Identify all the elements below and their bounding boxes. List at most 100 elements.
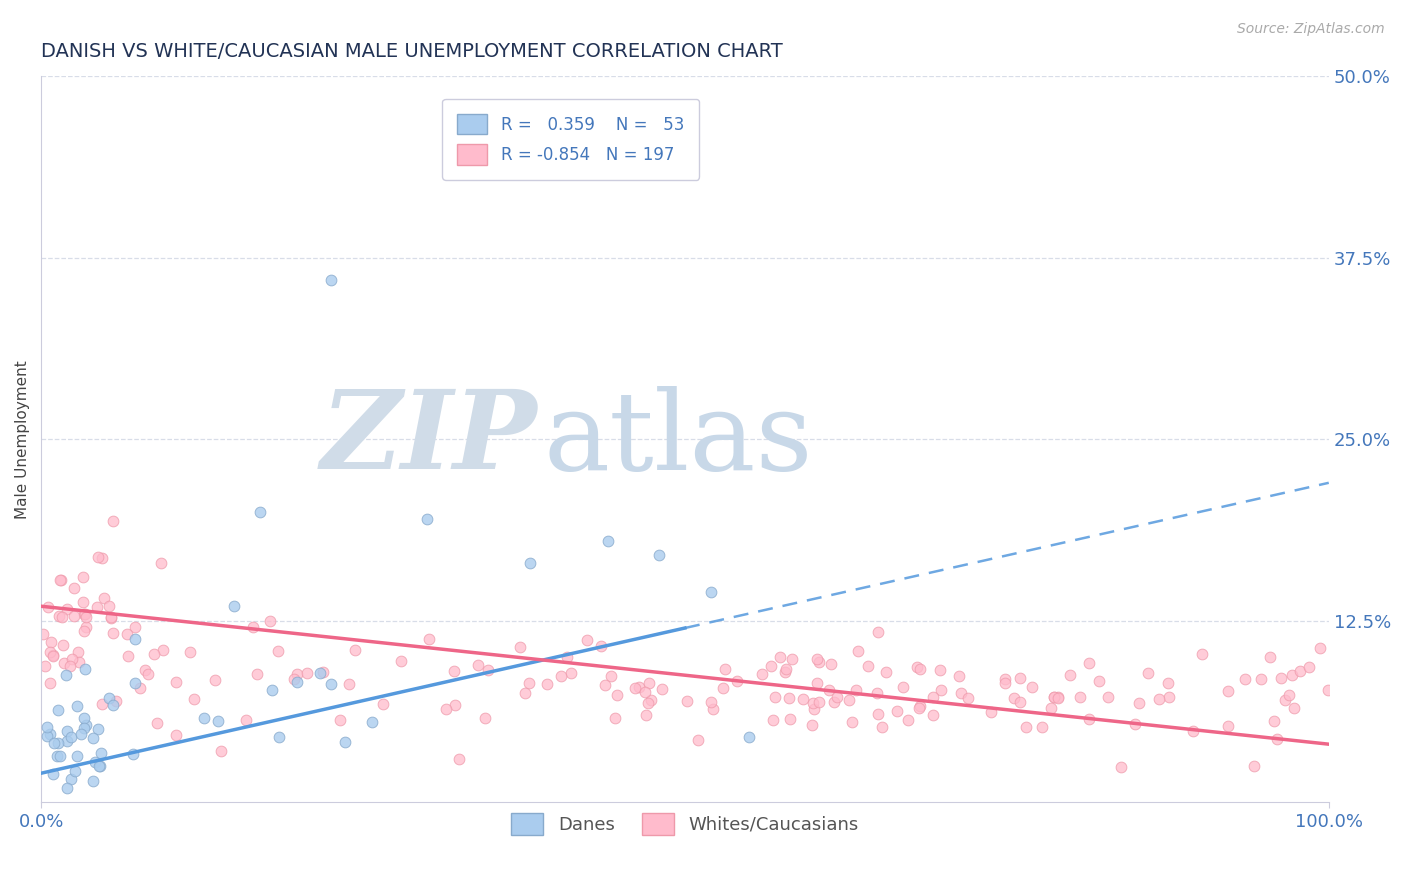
Point bbox=[46, 703, 69, 717]
Point bbox=[1015, 720, 1038, 734]
Point bbox=[62, 582, 84, 596]
Point bbox=[769, 650, 792, 665]
Point bbox=[1077, 712, 1099, 726]
Y-axis label: Male Unemployment: Male Unemployment bbox=[15, 359, 30, 518]
Point bbox=[37, 600, 59, 615]
Point bbox=[82, 774, 104, 789]
Point bbox=[1243, 758, 1265, 772]
Point bbox=[35, 720, 58, 734]
Legend: Danes, Whites/Caucasians: Danes, Whites/Caucasians bbox=[502, 804, 868, 844]
Point bbox=[1298, 660, 1320, 674]
Point bbox=[42, 649, 65, 664]
Point bbox=[67, 655, 90, 669]
Point bbox=[477, 663, 499, 677]
Point bbox=[910, 662, 932, 676]
Point bbox=[63, 608, 86, 623]
Point bbox=[55, 780, 77, 795]
Point bbox=[59, 730, 82, 744]
Point bbox=[801, 696, 824, 710]
Point bbox=[1128, 696, 1150, 710]
Point bbox=[124, 632, 146, 646]
Point bbox=[246, 667, 269, 681]
Point bbox=[606, 688, 628, 702]
Point bbox=[1157, 676, 1180, 690]
Text: Source: ZipAtlas.com: Source: ZipAtlas.com bbox=[1237, 22, 1385, 37]
Point bbox=[262, 682, 284, 697]
Point bbox=[1250, 672, 1272, 686]
Point bbox=[1010, 671, 1032, 685]
Point bbox=[83, 755, 105, 769]
Point bbox=[1216, 684, 1239, 698]
Point bbox=[1087, 674, 1109, 689]
Point bbox=[97, 691, 120, 706]
Point bbox=[929, 664, 952, 678]
Point bbox=[259, 614, 281, 628]
Point bbox=[224, 599, 246, 614]
Point bbox=[42, 766, 65, 780]
Point bbox=[856, 659, 879, 673]
Point bbox=[700, 695, 723, 709]
Point bbox=[48, 609, 70, 624]
Point bbox=[1002, 690, 1025, 705]
Point bbox=[145, 716, 167, 731]
Point bbox=[283, 672, 305, 686]
Point bbox=[75, 607, 97, 621]
Point bbox=[1147, 692, 1170, 706]
Point bbox=[980, 705, 1002, 719]
Point bbox=[90, 746, 112, 760]
Point bbox=[34, 659, 56, 673]
Point bbox=[1059, 668, 1081, 682]
Point bbox=[1277, 688, 1299, 702]
Point bbox=[329, 713, 352, 727]
Point bbox=[449, 752, 471, 766]
Point bbox=[775, 662, 797, 676]
Point bbox=[713, 681, 735, 695]
Point bbox=[49, 748, 72, 763]
Point bbox=[207, 714, 229, 728]
Point bbox=[1267, 731, 1289, 746]
Point bbox=[55, 723, 77, 738]
Point bbox=[600, 669, 623, 683]
Point bbox=[93, 591, 115, 606]
Point bbox=[633, 685, 655, 699]
Point bbox=[714, 662, 737, 676]
Point bbox=[994, 672, 1017, 686]
Point bbox=[922, 690, 945, 705]
Point bbox=[908, 701, 931, 715]
Point bbox=[1043, 690, 1066, 704]
Point bbox=[73, 607, 96, 621]
Point bbox=[312, 665, 335, 679]
Point bbox=[806, 676, 828, 690]
Point bbox=[686, 732, 709, 747]
Point bbox=[87, 758, 110, 772]
Point bbox=[56, 733, 79, 747]
Point bbox=[908, 698, 931, 713]
Point bbox=[699, 584, 721, 599]
Point bbox=[75, 662, 97, 676]
Point bbox=[513, 686, 536, 700]
Point bbox=[1270, 671, 1292, 685]
Point bbox=[444, 698, 467, 712]
Point bbox=[1039, 700, 1062, 714]
Point bbox=[344, 642, 367, 657]
Point bbox=[115, 627, 138, 641]
Point bbox=[90, 551, 112, 566]
Point bbox=[994, 676, 1017, 690]
Point bbox=[555, 650, 578, 665]
Point bbox=[1216, 719, 1239, 733]
Point bbox=[152, 643, 174, 657]
Point bbox=[1234, 672, 1257, 686]
Point bbox=[1046, 690, 1069, 705]
Point bbox=[1125, 716, 1147, 731]
Point bbox=[702, 702, 724, 716]
Point bbox=[800, 717, 823, 731]
Point bbox=[72, 570, 94, 584]
Text: atlas: atlas bbox=[543, 385, 813, 492]
Point bbox=[97, 599, 120, 614]
Point bbox=[55, 668, 77, 682]
Point bbox=[1309, 640, 1331, 655]
Point bbox=[149, 556, 172, 570]
Point bbox=[335, 734, 357, 748]
Text: ZIP: ZIP bbox=[321, 385, 537, 493]
Point bbox=[416, 512, 439, 526]
